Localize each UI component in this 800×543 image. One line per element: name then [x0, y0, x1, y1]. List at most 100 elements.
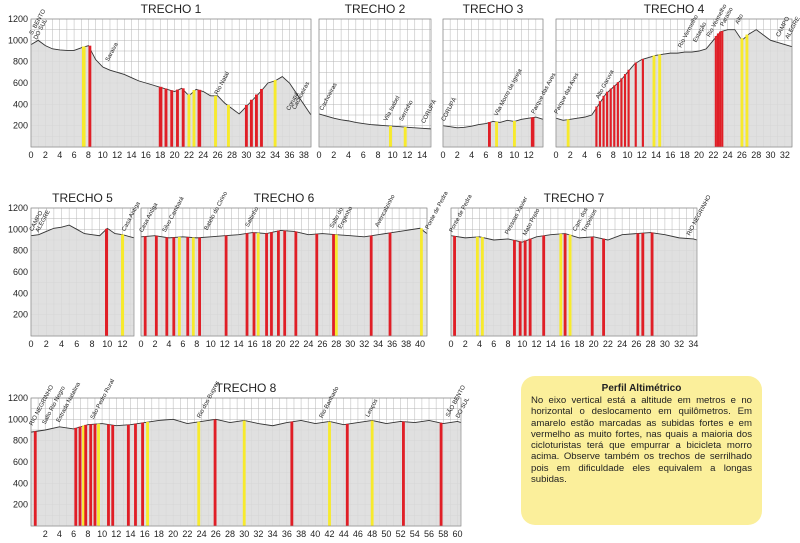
climb-strong — [389, 125, 392, 147]
x-tick-label: 18 — [680, 150, 690, 160]
climb-strong — [745, 34, 749, 147]
x-tick-label: 32 — [253, 529, 263, 539]
climb-very-strong — [609, 88, 612, 147]
climb-very-strong — [634, 62, 637, 147]
x-tick-label: 14 — [417, 150, 427, 160]
x-tick-label: 12 — [402, 150, 412, 160]
place-label: Casa Antiga — [121, 201, 142, 233]
x-tick-label: 14 — [125, 529, 135, 539]
climb-very-strong — [172, 237, 176, 336]
x-tick-label: 12 — [220, 339, 230, 349]
place-label: Alto — [735, 13, 745, 26]
climb-very-strong — [89, 424, 93, 526]
x-tick-label: 6 — [71, 529, 76, 539]
y-tick-label: 800 — [13, 57, 28, 67]
y-tick-label: 1200 — [8, 203, 28, 213]
climb-very-strong — [186, 237, 190, 336]
climb-very-strong — [245, 233, 249, 336]
climb-strong — [370, 420, 374, 526]
climb-strong — [273, 80, 277, 147]
x-tick-label: 32 — [256, 150, 266, 160]
place-label: Ponte de Pedra — [425, 190, 450, 230]
x-tick-label: 58 — [438, 529, 448, 539]
profile-line — [30, 418, 462, 433]
climb-very-strong — [252, 232, 256, 336]
y-tick-label: 800 — [13, 246, 28, 256]
climb-very-strong — [453, 236, 456, 336]
x-tick-label: 32 — [780, 150, 790, 160]
x-tick-label: 12 — [112, 150, 122, 160]
place-label: Silvo Cambará — [162, 195, 186, 233]
place-label: Ponte de Pedra — [449, 193, 474, 233]
x-tick-label: 8 — [611, 150, 616, 160]
x-tick-label: 28 — [227, 150, 237, 160]
y-tick-label: 1000 — [8, 224, 28, 234]
climb-strong — [242, 420, 246, 526]
legend-title: Perfil Altimétrico — [601, 383, 682, 394]
x-tick-label: 0 — [316, 150, 321, 160]
climb-very-strong — [402, 421, 405, 526]
climb-very-strong — [627, 69, 630, 147]
x-tick-label: 2 — [568, 150, 573, 160]
x-tick-label: 20 — [276, 339, 286, 349]
profile-area — [556, 29, 792, 148]
profile-area — [31, 225, 134, 336]
climb-very-strong — [143, 236, 147, 336]
climb-very-strong — [154, 235, 158, 336]
place-label: Casa Antiga — [139, 202, 160, 234]
y-tick-label: 1000 — [8, 35, 28, 45]
x-tick-label: 26 — [213, 150, 223, 160]
x-tick-label: 38 — [299, 150, 309, 160]
x-tick-label: 0 — [28, 150, 33, 160]
x-tick-label: 8 — [375, 150, 380, 160]
x-tick-label: 22 — [289, 339, 299, 349]
climb-very-strong — [111, 424, 115, 526]
x-tick-label: 6 — [596, 150, 601, 160]
x-tick-label: 30 — [345, 339, 355, 349]
x-tick-label: 2 — [43, 150, 48, 160]
x-tick-label: 30 — [766, 150, 776, 160]
x-tick-label: 10 — [517, 339, 527, 349]
x-tick-label: 16 — [665, 150, 675, 160]
climb-very-strong — [439, 422, 443, 526]
climb-very-strong — [198, 237, 201, 336]
y-tick-label: 600 — [13, 78, 28, 88]
x-tick-label: 0 — [448, 339, 453, 349]
y-tick-label: 400 — [13, 99, 28, 109]
plot-frame — [442, 18, 544, 148]
climb-strong — [403, 127, 407, 147]
climb-very-strong — [84, 424, 88, 526]
x-tick-label: 4 — [166, 339, 171, 349]
x-tick-label: 10 — [509, 150, 519, 160]
profile-line — [442, 116, 544, 129]
x-tick-label: 2 — [43, 529, 48, 539]
climb-very-strong — [265, 233, 268, 336]
climb-very-strong — [134, 423, 137, 526]
chart-title: TRECHO 5 — [52, 191, 113, 205]
profile-area — [31, 419, 461, 526]
climb-very-strong — [224, 235, 228, 336]
x-tick-label: 52 — [396, 529, 406, 539]
x-tick-label: 26 — [211, 529, 221, 539]
x-tick-label: 20 — [694, 150, 704, 160]
climb-very-strong — [602, 95, 605, 147]
x-tick-label: 42 — [325, 529, 335, 539]
x-tick-label: 26 — [737, 150, 747, 160]
x-tick-label: 50 — [381, 529, 391, 539]
climb-strong — [81, 46, 86, 147]
x-tick-label: 24 — [723, 150, 733, 160]
climb-strong — [146, 421, 149, 526]
x-tick-label: 38 — [401, 339, 411, 349]
x-tick-label: 2 — [331, 150, 336, 160]
plot-frame — [318, 18, 432, 148]
climb-very-strong — [563, 233, 567, 336]
climb-very-strong — [181, 88, 185, 147]
climb-very-strong — [249, 99, 253, 147]
x-tick-label: 40 — [415, 339, 425, 349]
climb-very-strong — [260, 88, 263, 147]
chart-title: TRECHO 6 — [254, 191, 315, 205]
climb-strong — [214, 95, 217, 147]
climb-strong — [513, 120, 516, 147]
